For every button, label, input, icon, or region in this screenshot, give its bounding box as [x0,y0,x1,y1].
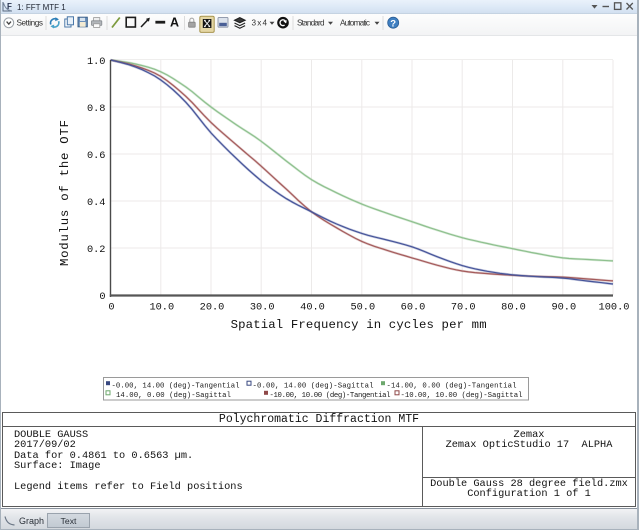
svg-text:F: F [7,2,12,11]
svg-text:0.2: 0.2 [87,244,106,256]
svg-text:Modulus of the OTF: Modulus of the OTF [58,120,72,266]
svg-text:Automatic: Automatic [340,19,370,28]
svg-text:60.0: 60.0 [401,302,426,314]
svg-text:Spatial Frequency in cycles pe: Spatial Frequency in cycles per mm [231,318,487,332]
svg-text:?: ? [390,18,396,29]
svg-text:0: 0 [108,302,114,314]
svg-text:-14.00, 0.00 (deg)-Tangential: -14.00, 0.00 (deg)-Tangential [387,382,517,390]
svg-text:-10.00, 10.00 (deg)-Tangential: -10.00, 10.00 (deg)-Tangential [270,392,391,400]
svg-text:30.0: 30.0 [250,302,275,314]
svg-text:0.4: 0.4 [87,197,106,209]
svg-text:0: 0 [99,291,105,303]
svg-text:3 x 4: 3 x 4 [252,19,268,28]
svg-text:Graph: Graph [19,516,44,526]
svg-text:-0.00, 14.00 (deg)-Sagittal: -0.00, 14.00 (deg)-Sagittal [253,382,374,390]
svg-text:0.6: 0.6 [87,150,106,162]
svg-text:50.0: 50.0 [350,302,375,314]
svg-text:14.00, 0.00 (deg)-Sagittal: 14.00, 0.00 (deg)-Sagittal [116,392,231,400]
svg-text:-0.00, 14.00 (deg)-Tangential: -0.00, 14.00 (deg)-Tangential [112,382,240,390]
svg-text:-10.00, 10.00 (deg)-Sagittal: -10.00, 10.00 (deg)-Sagittal [401,392,523,400]
svg-text:Standard: Standard [297,19,325,28]
svg-text:Settings: Settings [17,19,44,28]
svg-text:20.0: 20.0 [200,302,225,314]
svg-text:80.0: 80.0 [501,302,526,314]
svg-text:0.8: 0.8 [87,103,106,115]
svg-text:40.0: 40.0 [300,302,325,314]
svg-text:1.0: 1.0 [87,56,106,68]
svg-text:90.0: 90.0 [551,302,576,314]
svg-text:A: A [170,16,179,30]
svg-text:70.0: 70.0 [451,302,476,314]
svg-text:10.0: 10.0 [149,302,174,314]
svg-text:100.0: 100.0 [599,302,630,314]
